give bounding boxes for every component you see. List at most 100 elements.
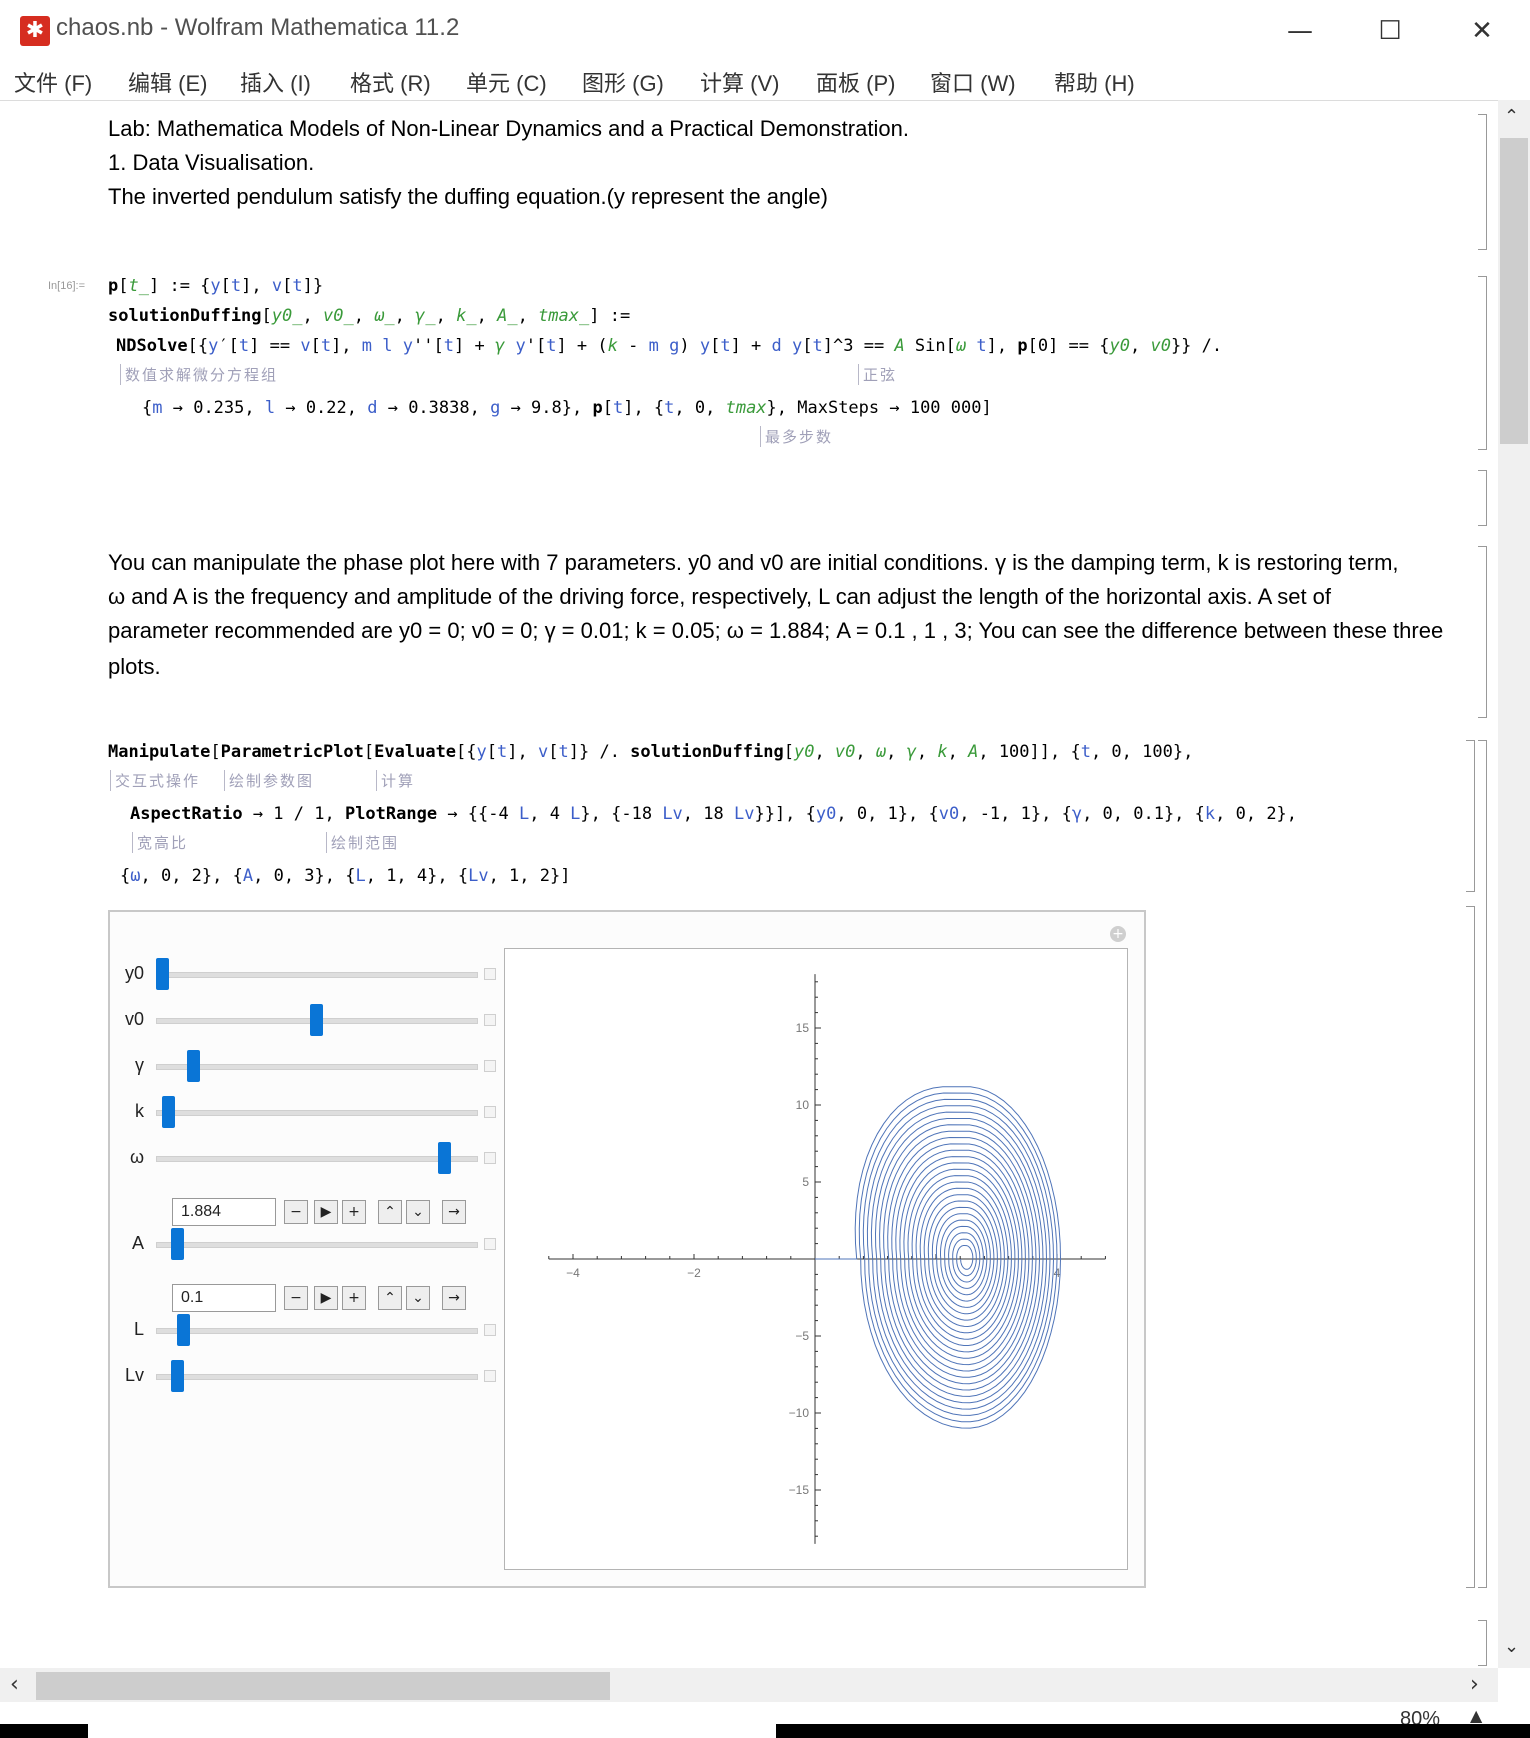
slider-label-a: A bbox=[131, 1233, 144, 1253]
scroll-right-icon[interactable]: › bbox=[1470, 1672, 1479, 1697]
cell-bracket[interactable] bbox=[1478, 276, 1487, 450]
hint-evaluate: 计算 bbox=[376, 770, 415, 791]
faster-button[interactable]: ⌃ bbox=[378, 1286, 402, 1310]
slider-expand-icon[interactable] bbox=[484, 1106, 496, 1118]
y-tick-label: 10 bbox=[796, 1098, 810, 1112]
slider-track-omega[interactable] bbox=[156, 1156, 478, 1162]
cell-bracket[interactable] bbox=[1478, 114, 1487, 250]
cell-bracket[interactable] bbox=[1466, 906, 1475, 1588]
slider-expand-icon[interactable] bbox=[484, 1152, 496, 1164]
slider-expand-icon[interactable] bbox=[484, 1060, 496, 1072]
direction-button[interactable]: → bbox=[442, 1200, 466, 1224]
horizontal-scroll-thumb[interactable] bbox=[36, 1672, 610, 1700]
menu-help[interactable]: 帮助 (H) bbox=[1054, 71, 1135, 96]
slider-label-y0: y0 bbox=[124, 963, 144, 983]
slider-track-l[interactable] bbox=[156, 1328, 478, 1334]
phase-plot: −4 −2 4 15 10 5 −5 −10 −15 bbox=[548, 974, 1106, 1544]
faster-button[interactable]: ⌃ bbox=[378, 1200, 402, 1224]
slider-thumb-a[interactable] bbox=[171, 1228, 185, 1260]
y-tick-label: 5 bbox=[802, 1175, 809, 1189]
value-field-a[interactable]: 0.1 bbox=[172, 1284, 276, 1312]
scroll-left-icon[interactable]: ‹ bbox=[10, 1672, 19, 1697]
menu-graphics[interactable]: 图形 (G) bbox=[582, 71, 664, 96]
slider-thumb-v0[interactable] bbox=[309, 1004, 323, 1036]
menu-edit[interactable]: 编辑 (E) bbox=[128, 71, 208, 96]
menu-window[interactable]: 窗口 (W) bbox=[930, 71, 1016, 96]
code-line-ndsolve: NDSolve[{y′[t] == v[t], m l y''[t] + γ y… bbox=[116, 336, 1223, 356]
hint-ndsolve: 数值求解微分方程组 bbox=[120, 364, 278, 385]
code-line-aspect: AspectRatio → 1 / 1, PlotRange → {{-4 L,… bbox=[130, 804, 1298, 824]
code-line-ranges: {ω, 0, 2}, {A, 0, 3}, {L, 1, 4}, {Lv, 1,… bbox=[120, 866, 571, 886]
y-tick-label: 15 bbox=[796, 1021, 810, 1035]
options-plus-icon[interactable]: + bbox=[1110, 926, 1126, 942]
hint-parametricplot: 绘制参数图 bbox=[224, 770, 314, 791]
hint-aspectratio: 宽高比 bbox=[132, 832, 188, 853]
increment-button[interactable]: + bbox=[342, 1200, 366, 1224]
play-button[interactable]: ▶ bbox=[314, 1286, 338, 1310]
menu-format[interactable]: 格式 (R) bbox=[350, 71, 431, 96]
cell-bracket[interactable] bbox=[1478, 546, 1487, 718]
slider-label-lv: Lv bbox=[124, 1365, 144, 1385]
cell-bracket[interactable] bbox=[1478, 470, 1487, 526]
menu-cell[interactable]: 单元 (C) bbox=[466, 71, 547, 96]
close-button[interactable]: ✕ bbox=[1471, 16, 1493, 46]
scroll-down-icon[interactable]: ⌄ bbox=[1504, 1636, 1520, 1657]
menu-palettes[interactable]: 面板 (P) bbox=[816, 71, 896, 96]
x-tick-label: −4 bbox=[566, 1266, 580, 1280]
vertical-scroll-thumb[interactable] bbox=[1500, 138, 1528, 444]
decrement-button[interactable]: − bbox=[284, 1200, 308, 1224]
slower-button[interactable]: ⌄ bbox=[406, 1200, 430, 1224]
description-line: plots. bbox=[108, 654, 161, 679]
slider-track-a[interactable] bbox=[156, 1242, 478, 1248]
menu-insert[interactable]: 插入 (I) bbox=[240, 71, 311, 96]
play-button[interactable]: ▶ bbox=[314, 1200, 338, 1224]
slider-thumb-gamma[interactable] bbox=[186, 1050, 200, 1082]
slider-thumb-lv[interactable] bbox=[171, 1360, 185, 1392]
value-field-omega[interactable]: 1.884 bbox=[172, 1198, 276, 1226]
minimize-button[interactable]: — bbox=[1287, 16, 1313, 46]
slider-track-gamma[interactable] bbox=[156, 1064, 478, 1070]
hint-plotrange: 绘制范围 bbox=[326, 832, 399, 853]
menu-file[interactable]: 文件 (F) bbox=[14, 71, 93, 96]
description-line: ω and A is the frequency and amplitude o… bbox=[108, 584, 1332, 609]
slider-expand-icon[interactable] bbox=[484, 1370, 496, 1382]
cell-bracket[interactable] bbox=[1478, 1620, 1487, 1666]
slider-track-k[interactable] bbox=[156, 1110, 478, 1116]
cell-bracket[interactable] bbox=[1466, 740, 1475, 892]
increment-button[interactable]: + bbox=[342, 1286, 366, 1310]
slider-expand-icon[interactable] bbox=[484, 1324, 496, 1336]
slider-label-k: k bbox=[135, 1101, 144, 1121]
slider-thumb-omega[interactable] bbox=[438, 1142, 452, 1174]
input-label: In[16]:= bbox=[48, 280, 86, 292]
hint-maxsteps: 最多步数 bbox=[760, 426, 833, 447]
slider-track-lv[interactable] bbox=[156, 1374, 478, 1380]
x-tick-label: −2 bbox=[687, 1266, 701, 1280]
code-line-solution: solutionDuffing[y0_, v0_, ω_, γ_, k_, A_… bbox=[108, 306, 631, 326]
decrement-button[interactable]: − bbox=[284, 1286, 308, 1310]
description-line: You can manipulate the phase plot here w… bbox=[108, 550, 1399, 575]
code-line-params: {m → 0.235, l → 0.22, d → 0.3838, g → 9.… bbox=[142, 398, 992, 418]
description-line: parameter recommended are y0 = 0; v0 = 0… bbox=[108, 618, 1444, 643]
slider-label-l: L bbox=[133, 1319, 144, 1339]
cell-group-bracket[interactable] bbox=[1478, 740, 1487, 1588]
slider-expand-icon[interactable] bbox=[484, 1238, 496, 1250]
slider-expand-icon[interactable] bbox=[484, 968, 496, 980]
intro-text: The inverted pendulum satisfy the duffin… bbox=[108, 184, 828, 209]
hint-sin: 正弦 bbox=[858, 364, 897, 385]
taskbar-edge bbox=[0, 1724, 88, 1738]
slider-expand-icon[interactable] bbox=[484, 1014, 496, 1026]
maximize-button[interactable]: ☐ bbox=[1378, 16, 1402, 46]
slider-thumb-y0[interactable] bbox=[156, 958, 169, 990]
slider-thumb-k[interactable] bbox=[162, 1096, 176, 1128]
slider-thumb-l[interactable] bbox=[177, 1314, 191, 1346]
slider-label-omega: ω bbox=[129, 1147, 144, 1167]
slower-button[interactable]: ⌄ bbox=[406, 1286, 430, 1310]
window-title: chaos.nb - Wolfram Mathematica 11.2 bbox=[56, 14, 460, 41]
zoom-menu-icon[interactable]: ▲ bbox=[1470, 1706, 1483, 1725]
direction-button[interactable]: → bbox=[442, 1286, 466, 1310]
scroll-up-icon[interactable]: ⌃ bbox=[1504, 106, 1520, 127]
slider-track-y0[interactable] bbox=[156, 972, 478, 978]
section-heading: 1. Data Visualisation. bbox=[108, 150, 315, 175]
intro-title: Lab: Mathematica Models of Non-Linear Dy… bbox=[108, 116, 909, 141]
menu-evaluation[interactable]: 计算 (V) bbox=[700, 71, 780, 96]
